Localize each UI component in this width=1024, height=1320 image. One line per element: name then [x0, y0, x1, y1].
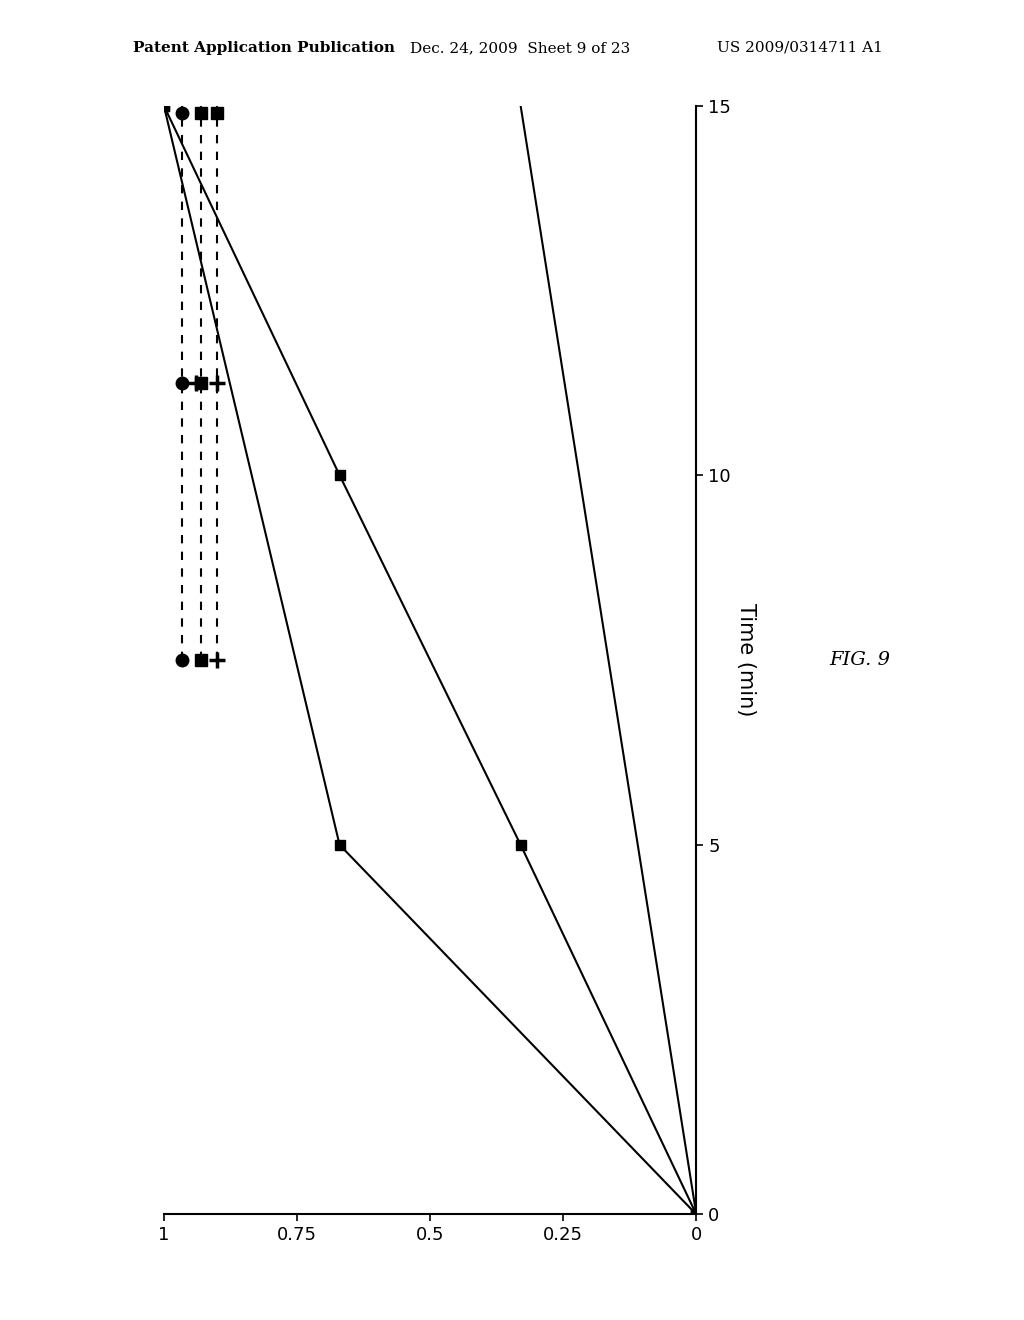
Text: Dec. 24, 2009  Sheet 9 of 23: Dec. 24, 2009 Sheet 9 of 23 [410, 41, 630, 55]
Y-axis label: Time (min): Time (min) [736, 603, 756, 717]
Text: Patent Application Publication: Patent Application Publication [133, 41, 395, 55]
Text: FIG. 9: FIG. 9 [829, 651, 891, 669]
Text: US 2009/0314711 A1: US 2009/0314711 A1 [717, 41, 883, 55]
